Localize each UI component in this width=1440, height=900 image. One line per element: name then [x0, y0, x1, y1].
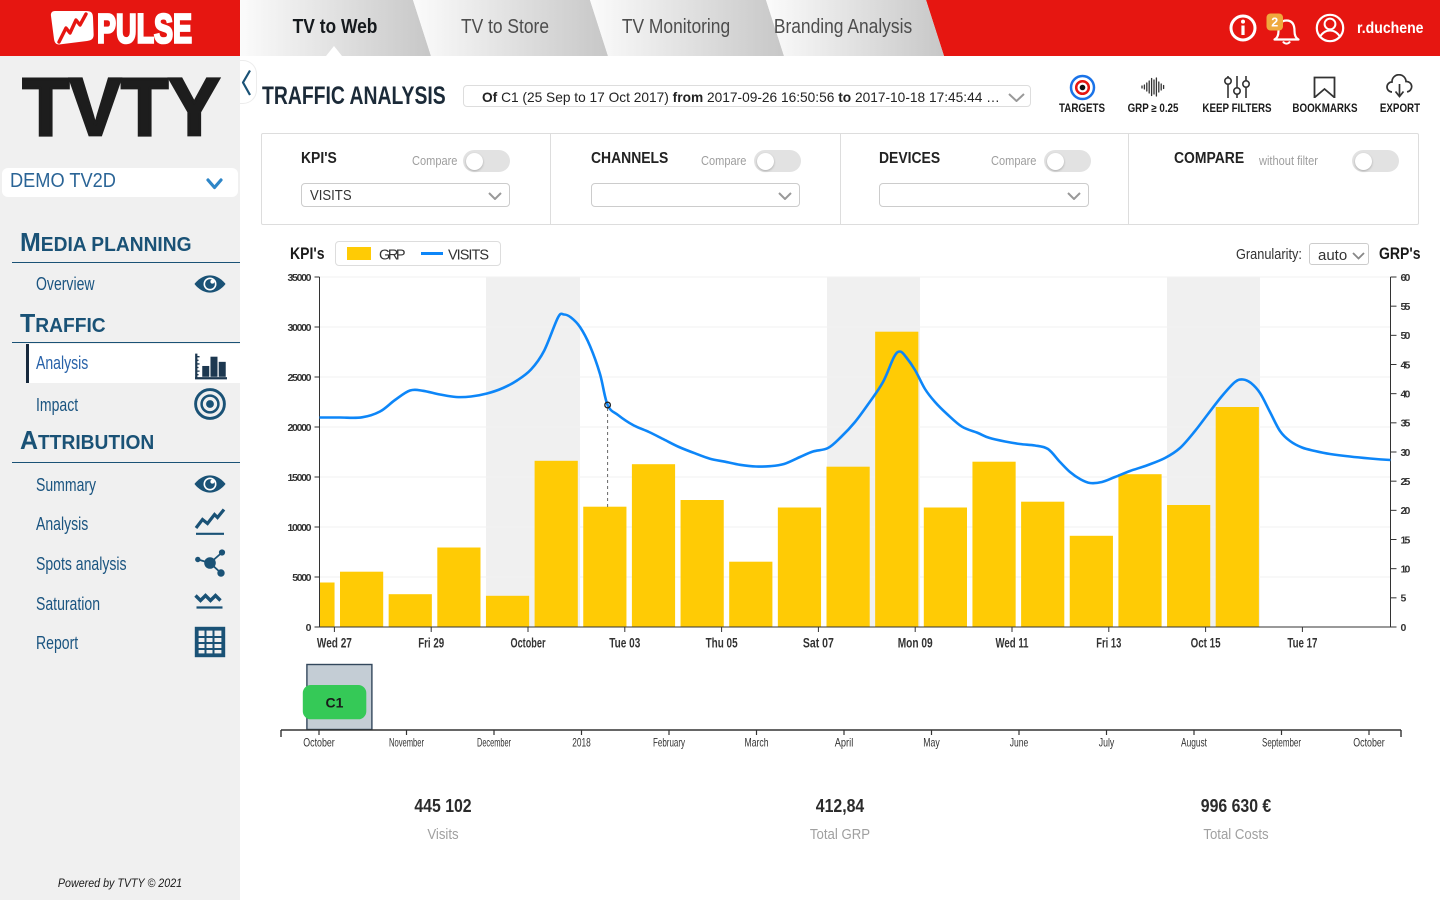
svg-text:10: 10 [1401, 563, 1411, 575]
svg-text:0: 0 [306, 622, 312, 634]
svg-text:December: December [477, 736, 511, 750]
svg-text:30000: 30000 [288, 322, 312, 334]
svg-text:Tue 03: Tue 03 [609, 636, 640, 651]
svg-text:C1: C1 [326, 695, 344, 711]
svg-text:50: 50 [1401, 330, 1411, 342]
svg-text:10000: 10000 [288, 522, 312, 534]
svg-text:GRP: GRP [379, 248, 406, 264]
svg-text:August: August [1181, 736, 1207, 750]
svg-text:PULSE: PULSE [97, 6, 192, 52]
svg-text:October: October [303, 736, 335, 750]
svg-text:60: 60 [1401, 272, 1411, 284]
svg-text:2018: 2018 [572, 736, 591, 750]
svg-text:20: 20 [1401, 505, 1411, 517]
svg-text:June: June [1010, 736, 1029, 750]
svg-text:September: September [1262, 736, 1301, 750]
svg-text:25: 25 [1401, 476, 1411, 488]
svg-text:5: 5 [1401, 593, 1407, 605]
svg-text:35000: 35000 [288, 272, 312, 284]
svg-text:March: March [745, 736, 769, 750]
svg-text:Sat 07: Sat 07 [803, 636, 834, 651]
svg-text:55: 55 [1401, 301, 1411, 313]
svg-text:30: 30 [1401, 447, 1411, 459]
svg-text:April: April [835, 736, 854, 750]
svg-text:15000: 15000 [288, 472, 312, 484]
svg-text:February: February [653, 736, 685, 750]
svg-text:May: May [923, 736, 940, 750]
svg-text:5000: 5000 [292, 572, 311, 584]
svg-text:November: November [389, 736, 424, 750]
svg-text:Oct 15: Oct 15 [1191, 636, 1221, 651]
svg-text:TVTY: TVTY [22, 63, 220, 143]
svg-text:15: 15 [1401, 534, 1411, 546]
svg-text:0: 0 [1401, 622, 1407, 634]
svg-text:Wed 27: Wed 27 [317, 636, 352, 651]
svg-text:25000: 25000 [288, 372, 312, 384]
svg-text:Mon 09: Mon 09 [898, 636, 933, 651]
svg-text:35: 35 [1401, 418, 1411, 430]
svg-text:20000: 20000 [288, 422, 312, 434]
svg-text:October: October [511, 636, 547, 651]
svg-text:Thu 05: Thu 05 [706, 636, 738, 651]
svg-text:October: October [1353, 736, 1385, 750]
svg-text:45: 45 [1401, 359, 1411, 371]
svg-text:Fri 13: Fri 13 [1096, 636, 1121, 651]
svg-text:Wed 11: Wed 11 [996, 636, 1029, 651]
svg-text:2: 2 [1271, 16, 1278, 30]
svg-text:July: July [1099, 736, 1115, 750]
svg-text:VISITS: VISITS [448, 248, 489, 264]
svg-text:Fri 29: Fri 29 [418, 636, 444, 651]
svg-text:40: 40 [1401, 388, 1411, 400]
svg-text:Tue 17: Tue 17 [1287, 636, 1317, 651]
